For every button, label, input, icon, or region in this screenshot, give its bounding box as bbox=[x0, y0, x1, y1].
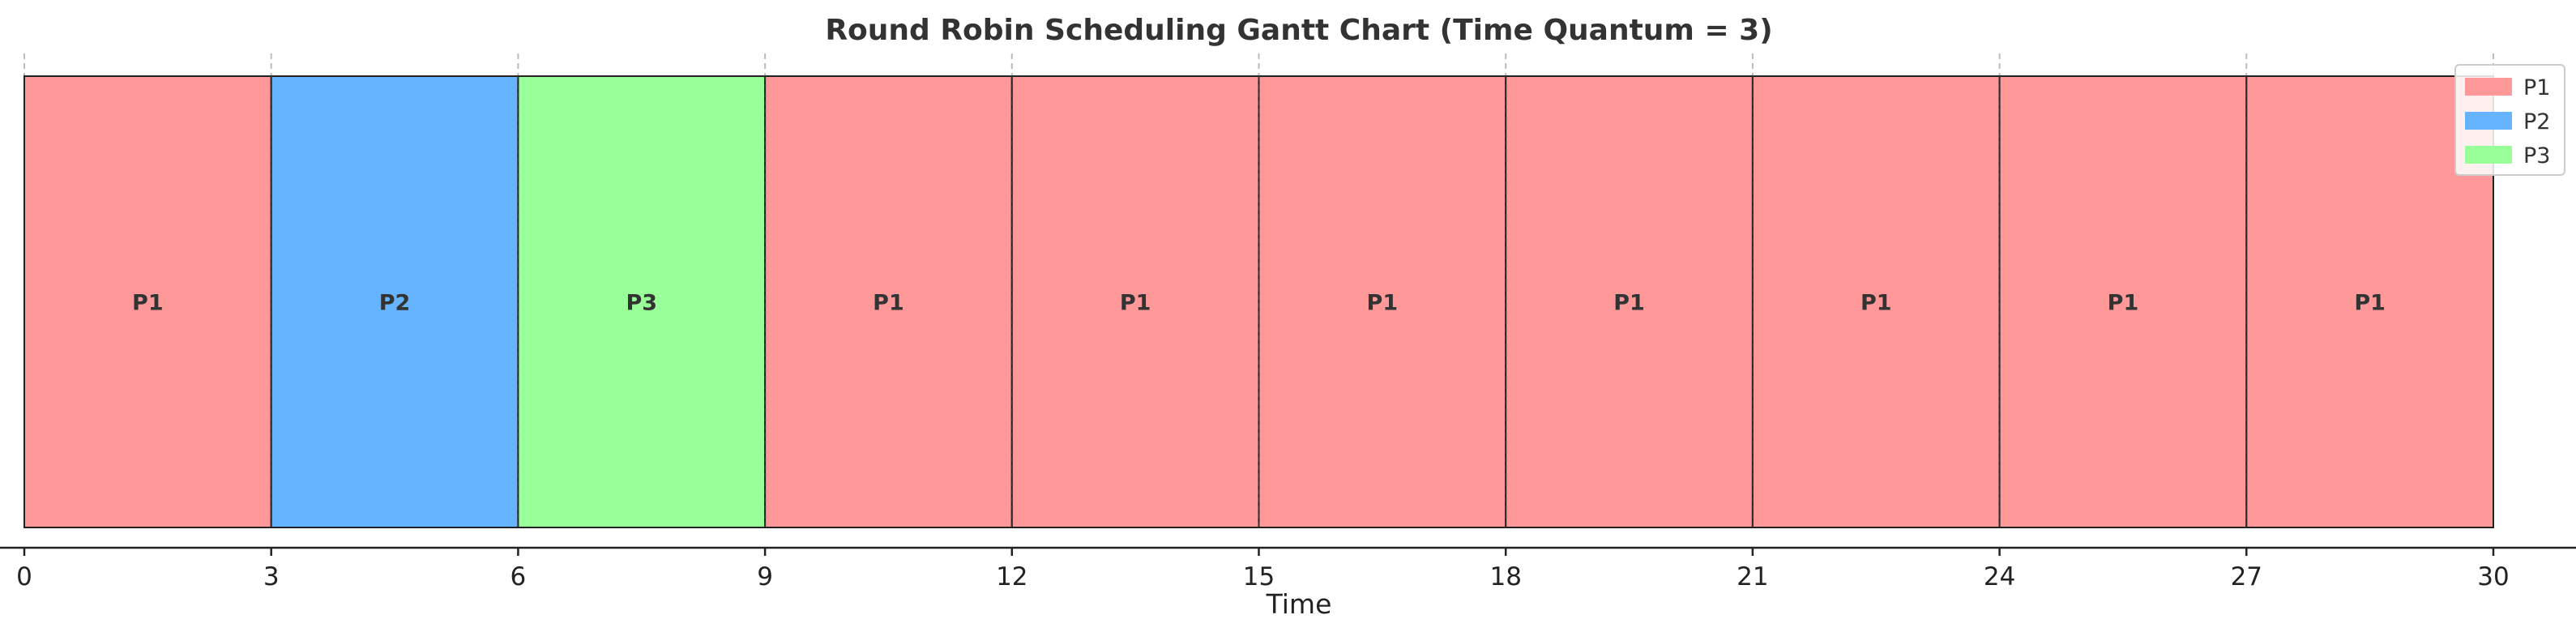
x-tick-label: 15 bbox=[1243, 562, 1275, 591]
x-axis-label: Time bbox=[1266, 588, 1332, 620]
bar-label: P1 bbox=[1120, 291, 1151, 316]
gantt-bar-p2 bbox=[270, 75, 519, 528]
bar-label: P1 bbox=[1860, 291, 1892, 316]
grid-lines bbox=[23, 53, 2494, 76]
x-tick-label: 9 bbox=[757, 562, 773, 591]
gantt-bar-p1 bbox=[2245, 75, 2495, 528]
gantt-bar-p1 bbox=[1505, 75, 1754, 528]
gantt-bar-p1 bbox=[764, 75, 1013, 528]
legend-label: P3 bbox=[2523, 143, 2550, 169]
x-tick-label: 12 bbox=[996, 562, 1027, 591]
legend-swatch-p2 bbox=[2465, 112, 2512, 130]
legend: P1 P2 P3 bbox=[2454, 64, 2565, 176]
bar-label: P2 bbox=[379, 291, 411, 316]
x-tick-label: 27 bbox=[2231, 562, 2262, 591]
gantt-bars: P1 P2 P3 P1 P1 P1 P1 P1 P1 P1 bbox=[23, 75, 2495, 528]
x-tick-label: 18 bbox=[1489, 562, 1521, 591]
bar-label: P1 bbox=[2354, 291, 2386, 316]
x-tick-label: 30 bbox=[2477, 562, 2509, 591]
x-tick-label: 0 bbox=[16, 562, 32, 591]
bar-label: P1 bbox=[873, 291, 904, 316]
gantt-bar-p1 bbox=[1010, 75, 1260, 528]
legend-label: P2 bbox=[2523, 109, 2550, 135]
bar-label: P1 bbox=[132, 291, 164, 316]
x-axis: 0 3 6 9 12 15 18 21 24 27 30 bbox=[0, 546, 2576, 591]
gantt-bar-p1 bbox=[1751, 75, 2001, 528]
gantt-bar-p1 bbox=[23, 75, 272, 528]
x-tick-label: 3 bbox=[263, 562, 280, 591]
bar-label: P1 bbox=[1367, 291, 1399, 316]
legend-label: P1 bbox=[2523, 75, 2550, 100]
x-tick-label: 24 bbox=[1984, 562, 2015, 591]
bar-label: P1 bbox=[2108, 291, 2139, 316]
gantt-bar-p3 bbox=[517, 75, 767, 528]
gantt-bar-p1 bbox=[1998, 75, 2248, 528]
x-tick-label: 21 bbox=[1737, 562, 1768, 591]
bar-label: P1 bbox=[1613, 291, 1645, 316]
x-tick-label: 6 bbox=[511, 562, 527, 591]
chart-title: Round Robin Scheduling Gantt Chart (Time… bbox=[825, 14, 1772, 47]
legend-swatch-p1 bbox=[2465, 78, 2512, 96]
bar-label: P3 bbox=[626, 291, 657, 316]
legend-swatch-p3 bbox=[2465, 146, 2512, 164]
gantt-bar-p1 bbox=[1258, 75, 1507, 528]
